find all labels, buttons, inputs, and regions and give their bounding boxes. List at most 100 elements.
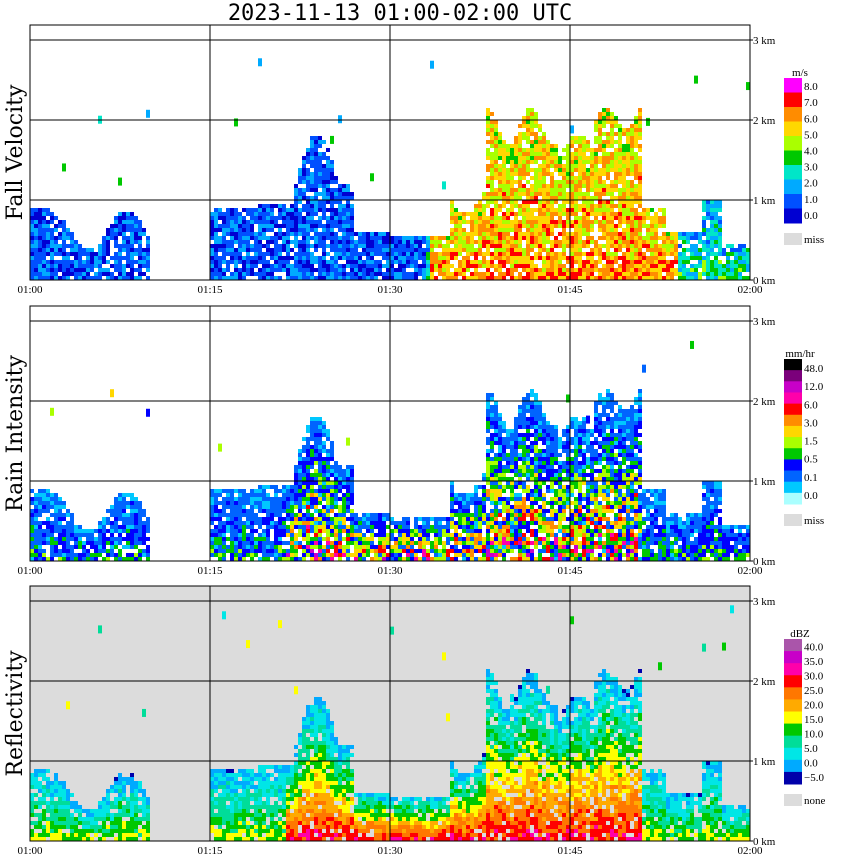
heatmap-cell bbox=[506, 437, 510, 441]
heatmap-cell bbox=[374, 236, 378, 240]
heatmap-cell bbox=[466, 541, 470, 545]
heatmap-cell bbox=[246, 509, 250, 513]
heatmap-cell bbox=[506, 256, 510, 260]
heatmap-cell bbox=[566, 260, 570, 264]
heatmap-cell bbox=[418, 264, 422, 268]
heatmap-cell bbox=[214, 236, 218, 240]
heatmap-cell bbox=[578, 268, 582, 272]
heatmap-cell bbox=[214, 272, 218, 276]
heatmap-cell bbox=[538, 208, 542, 212]
heatmap-cell bbox=[322, 473, 326, 477]
heatmap-cell bbox=[230, 220, 234, 224]
heatmap-cell bbox=[34, 541, 38, 545]
heatmap-cell bbox=[314, 469, 318, 473]
heatmap-cell bbox=[86, 557, 90, 561]
heatmap-cell bbox=[530, 212, 534, 216]
heatmap-cell bbox=[658, 264, 662, 268]
heatmap-cell bbox=[490, 260, 494, 264]
heatmap-cell bbox=[118, 256, 122, 260]
heatmap-cell bbox=[314, 557, 318, 561]
heatmap-cell bbox=[606, 200, 610, 204]
heatmap-cell bbox=[554, 276, 558, 280]
heatmap-cell bbox=[282, 244, 286, 248]
heatmap-cell bbox=[586, 204, 590, 208]
heatmap-cell bbox=[118, 497, 122, 501]
heatmap-cell bbox=[126, 228, 130, 232]
heatmap-cell bbox=[566, 144, 570, 148]
heatmap-cell bbox=[586, 240, 590, 244]
heatmap-cell bbox=[550, 192, 554, 196]
heatmap-cell bbox=[310, 489, 314, 493]
heatmap-cell bbox=[306, 529, 310, 533]
heatmap-cell bbox=[410, 260, 414, 264]
heatmap-cell bbox=[506, 148, 510, 152]
heatmap-cell bbox=[526, 108, 530, 112]
heatmap-cell bbox=[414, 553, 418, 557]
heatmap-cell bbox=[686, 276, 690, 280]
heatmap-cell bbox=[318, 517, 322, 521]
heatmap-cell bbox=[506, 268, 510, 272]
heatmap-cell bbox=[266, 216, 270, 220]
heatmap-cell bbox=[78, 244, 82, 248]
heatmap-cell bbox=[138, 252, 142, 256]
heatmap-cell bbox=[218, 244, 222, 248]
heatmap-cell bbox=[462, 260, 466, 264]
heatmap-cell bbox=[246, 545, 250, 549]
heatmap-cell bbox=[490, 272, 494, 276]
heatmap-cell bbox=[478, 545, 482, 549]
heatmap-cell bbox=[218, 228, 222, 232]
heatmap-cell bbox=[358, 545, 362, 549]
heatmap-cell bbox=[450, 252, 454, 256]
heatmap-cell bbox=[482, 240, 486, 244]
heatmap-cell bbox=[538, 184, 542, 188]
heatmap-cell bbox=[462, 240, 466, 244]
heatmap-cell bbox=[474, 240, 478, 244]
heatmap-cell bbox=[94, 256, 98, 260]
heatmap-cell bbox=[558, 268, 562, 272]
heatmap-cell bbox=[230, 252, 234, 256]
heatmap-cell bbox=[694, 75, 698, 84]
heatmap-cell bbox=[566, 276, 570, 280]
heatmap-cell bbox=[262, 264, 266, 268]
heatmap-cell bbox=[306, 505, 310, 509]
heatmap-cell bbox=[526, 268, 530, 272]
heatmap-cell bbox=[314, 196, 318, 200]
heatmap-cell bbox=[586, 272, 590, 276]
heatmap-cell bbox=[538, 228, 542, 232]
heatmap-cell bbox=[70, 272, 74, 276]
heatmap-cell bbox=[626, 128, 630, 132]
heatmap-cell bbox=[374, 232, 378, 236]
heatmap-cell bbox=[534, 120, 538, 124]
heatmap-cell bbox=[550, 220, 554, 224]
heatmap-cell bbox=[338, 272, 342, 276]
heatmap-cell bbox=[566, 216, 570, 220]
heatmap-cell bbox=[138, 541, 142, 545]
heatmap-cell bbox=[34, 276, 38, 280]
heatmap-cell bbox=[330, 509, 334, 513]
heatmap-cell bbox=[710, 208, 714, 212]
heatmap-cell bbox=[302, 172, 306, 176]
heatmap-cell bbox=[34, 549, 38, 553]
heatmap-cell bbox=[406, 549, 410, 553]
heatmap-cell bbox=[118, 537, 122, 541]
heatmap-cell bbox=[490, 433, 494, 437]
heatmap-cell bbox=[602, 204, 606, 208]
heatmap-cell bbox=[634, 116, 638, 120]
heatmap-cell bbox=[230, 208, 234, 212]
heatmap-cell bbox=[606, 264, 610, 268]
heatmap-cell bbox=[710, 200, 714, 204]
heatmap-cell bbox=[610, 216, 614, 220]
heatmap-cell bbox=[546, 156, 550, 160]
heatmap-cell bbox=[246, 497, 250, 501]
heatmap-cell bbox=[642, 256, 646, 260]
heatmap-cell bbox=[258, 485, 262, 489]
heatmap-cell bbox=[334, 252, 338, 256]
heatmap-cell bbox=[454, 509, 458, 513]
heatmap-cell bbox=[394, 248, 398, 252]
heatmap-cell bbox=[318, 529, 322, 533]
heatmap-cell bbox=[266, 220, 270, 224]
heatmap-cell bbox=[458, 220, 462, 224]
heatmap-cell bbox=[326, 533, 330, 537]
heatmap-cell bbox=[386, 252, 390, 256]
heatmap-cell bbox=[586, 200, 590, 204]
